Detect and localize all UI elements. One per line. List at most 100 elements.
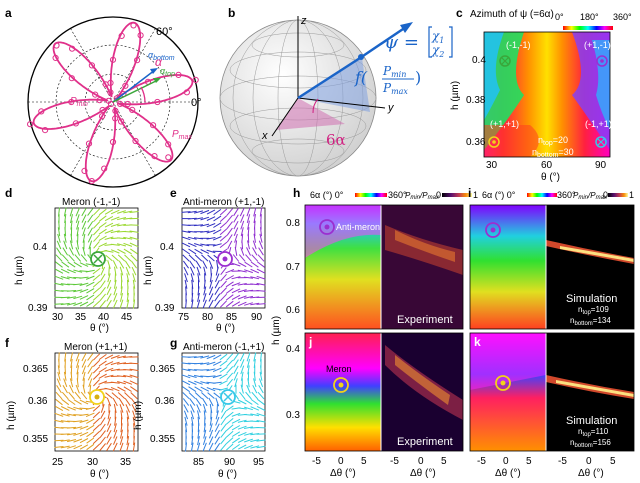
vector-mark (130, 398, 138, 406)
vector-mark (68, 247, 75, 256)
vector-mark (231, 412, 241, 417)
vector-mark (203, 423, 206, 433)
vector-mark (244, 432, 253, 436)
vector-mark (231, 418, 241, 424)
n-bottom-label: nbottom=156 (570, 438, 611, 449)
vector-mark (258, 378, 264, 388)
vector-mark (253, 207, 257, 217)
data-point (68, 98, 75, 106)
vector-mark (206, 361, 216, 366)
vector-mark (226, 366, 234, 374)
vector-mark (130, 260, 138, 269)
n-bottom-label: nbottom=30 (532, 147, 574, 159)
vector-mark (189, 404, 195, 413)
dot-icon (490, 227, 496, 233)
vector-mark (194, 217, 203, 220)
vector-mark (113, 293, 118, 302)
vector-mark (104, 250, 114, 253)
n-top-label: ntop=20 (538, 135, 568, 147)
vector-mark (117, 254, 126, 262)
vector-mark (244, 444, 253, 450)
vector-mark (104, 374, 114, 378)
vector-mark (191, 299, 194, 309)
vector-mark (75, 384, 80, 394)
vector-mark (203, 429, 207, 439)
vector-mark (183, 410, 189, 420)
panel-title: Azimuth of ψ (=6α) (470, 9, 554, 20)
map-region (470, 333, 546, 390)
data-point (183, 89, 190, 96)
vector-mark (189, 398, 196, 406)
vector-mark (209, 423, 213, 433)
vector-mark (246, 358, 251, 368)
data-point (72, 120, 80, 127)
cb-180: 180° (580, 12, 599, 22)
antimeron-marker (596, 55, 608, 67)
vector-mark (181, 211, 191, 213)
x-tick: 5 (361, 456, 367, 467)
vector-mark (124, 260, 131, 269)
vector-mark (93, 234, 100, 242)
vector-mark (244, 438, 253, 443)
vector-mark (231, 301, 241, 307)
vector-mark (81, 359, 87, 368)
cb-1: 1 (473, 190, 478, 200)
vector-mark (92, 294, 101, 301)
vector-mark (234, 233, 238, 243)
vector-mark (195, 398, 202, 406)
plot-frame (469, 332, 635, 452)
vector-mark (54, 446, 64, 448)
vector-mark (119, 442, 124, 452)
vector-mark (190, 442, 194, 452)
data-point (53, 42, 60, 49)
vector-mark (226, 353, 234, 361)
vector-mark (110, 249, 120, 254)
vector-mark (240, 371, 244, 381)
vector-mark (206, 223, 216, 228)
x-tick: -5 (390, 456, 399, 467)
vector-mark (85, 275, 95, 280)
alpha-top-arrow (112, 79, 159, 103)
vector-mark (234, 246, 238, 256)
vector-mark (123, 242, 133, 247)
y-tick: 0.39 (155, 303, 175, 314)
vector-mark (110, 209, 120, 215)
vector-mark (73, 426, 83, 430)
panel-e: e Anti-meron (+1,-1) 0.4 0.39 h (µm) 75 … (143, 186, 266, 334)
vector-mark (54, 275, 64, 280)
panel-letter: e (170, 186, 177, 200)
vector-mark (256, 303, 266, 305)
vector-mark (240, 365, 245, 375)
dot-icon (338, 382, 344, 388)
vector-mark (76, 358, 80, 368)
vector-mark (92, 372, 101, 380)
psi-point (358, 54, 364, 60)
vector-mark (213, 354, 222, 360)
data-point (130, 22, 137, 29)
y-tick: 0.8 (286, 218, 300, 229)
vector-mark (54, 303, 64, 305)
vector-mark (76, 227, 79, 237)
vector-mark (182, 260, 190, 269)
x-tick: 90 (224, 457, 236, 468)
panel-title: Anti-meron (+1,-1) (183, 197, 264, 208)
vector-mark (194, 380, 203, 385)
vector-mark (219, 235, 228, 242)
vector-mark (257, 391, 265, 400)
arrowhead-icon (400, 22, 413, 33)
vector-mark (106, 293, 112, 302)
y-axis-label: h (µm) (6, 401, 17, 430)
marker-label: (+1,+1) (490, 119, 519, 129)
vector-mark (181, 362, 191, 365)
vector-mark (66, 290, 77, 292)
vector-mark (113, 403, 117, 413)
vector-mark (86, 431, 95, 438)
vector-mark (63, 207, 67, 217)
cb-0: 0 (603, 190, 608, 200)
vector-mark (63, 240, 68, 250)
vector-mark (226, 430, 234, 438)
vector-mark (246, 352, 251, 362)
x-tick: 5 (526, 456, 532, 467)
vector-mark (219, 208, 228, 216)
